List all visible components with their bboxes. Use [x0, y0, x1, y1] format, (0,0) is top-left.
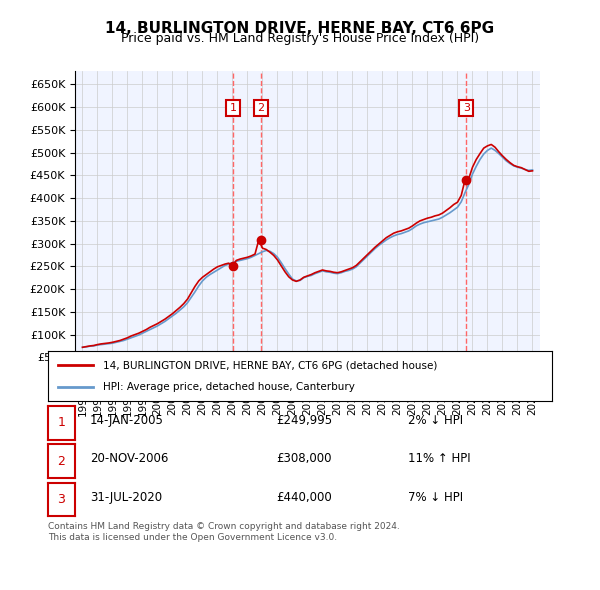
Text: 7% ↓ HPI: 7% ↓ HPI	[408, 490, 463, 504]
Text: £249,995: £249,995	[276, 414, 332, 427]
Text: 14, BURLINGTON DRIVE, HERNE BAY, CT6 6PG: 14, BURLINGTON DRIVE, HERNE BAY, CT6 6PG	[106, 21, 494, 35]
Text: 1: 1	[58, 416, 65, 430]
Text: Price paid vs. HM Land Registry's House Price Index (HPI): Price paid vs. HM Land Registry's House …	[121, 32, 479, 45]
Text: 11% ↑ HPI: 11% ↑ HPI	[408, 452, 470, 466]
Text: 2% ↓ HPI: 2% ↓ HPI	[408, 414, 463, 427]
Text: £308,000: £308,000	[276, 452, 331, 466]
Text: 2: 2	[257, 103, 265, 113]
Text: 1: 1	[230, 103, 236, 113]
Text: Contains HM Land Registry data © Crown copyright and database right 2024.
This d: Contains HM Land Registry data © Crown c…	[48, 522, 400, 542]
Text: £440,000: £440,000	[276, 490, 332, 504]
Text: 3: 3	[463, 103, 470, 113]
Text: 3: 3	[58, 493, 65, 506]
Text: 14, BURLINGTON DRIVE, HERNE BAY, CT6 6PG (detached house): 14, BURLINGTON DRIVE, HERNE BAY, CT6 6PG…	[103, 360, 438, 370]
Text: HPI: Average price, detached house, Canterbury: HPI: Average price, detached house, Cant…	[103, 382, 355, 392]
Text: 20-NOV-2006: 20-NOV-2006	[90, 452, 169, 466]
Text: 31-JUL-2020: 31-JUL-2020	[90, 490, 162, 504]
Text: 14-JAN-2005: 14-JAN-2005	[90, 414, 164, 427]
Text: 2: 2	[58, 454, 65, 468]
